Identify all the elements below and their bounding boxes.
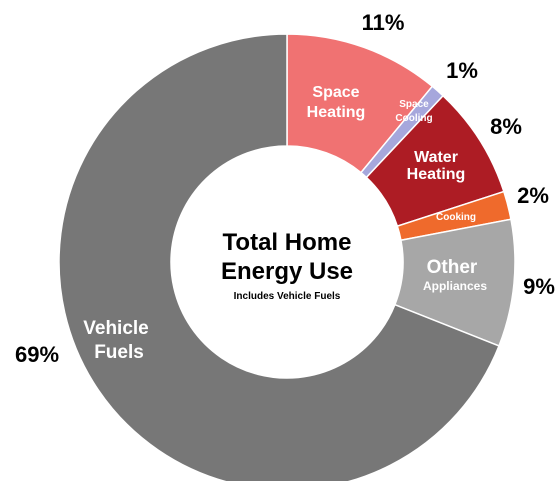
pct-label-space-heating: 11% [362,10,405,35]
donut-slices [58,33,516,481]
slice-label-vehicle-fuels-line-1: Vehicle [83,318,149,339]
pct-label-cooking: 2% [517,183,549,208]
chart-title-line-2: Energy Use [221,258,353,285]
pct-label-water-heating: 8% [490,114,522,139]
slice-label-cooking: Cooking [436,212,476,223]
slice-label-vehicle-fuels-line-2: Fuels [94,342,144,363]
slice-label-space-heating-line-1: Space [312,84,359,101]
pct-label-space-cooling: 1% [446,58,478,83]
slice-label-space-cooling-line-1: Space [399,99,429,110]
slice-label-other-appliances-line-2: Appliances [423,279,487,293]
slice-label-space-heating-line-2: Heating [307,104,366,121]
slice-label-space-cooling-line-2: Cooling [395,113,432,124]
pct-label-other-appliances: 9% [523,274,555,299]
chart-subtitle: Includes Vehicle Fuels [234,291,341,302]
slice-label-water-heating-line-2: Heating [407,166,466,183]
chart-title-line-1: Total Home [223,229,352,256]
pct-label-vehicle-fuels: 69% [15,342,59,367]
slice-vehicle-fuels [58,33,500,481]
slice-label-water-heating-line-1: Water [414,149,458,166]
slice-label-other-appliances-line-1: Other [427,257,478,278]
